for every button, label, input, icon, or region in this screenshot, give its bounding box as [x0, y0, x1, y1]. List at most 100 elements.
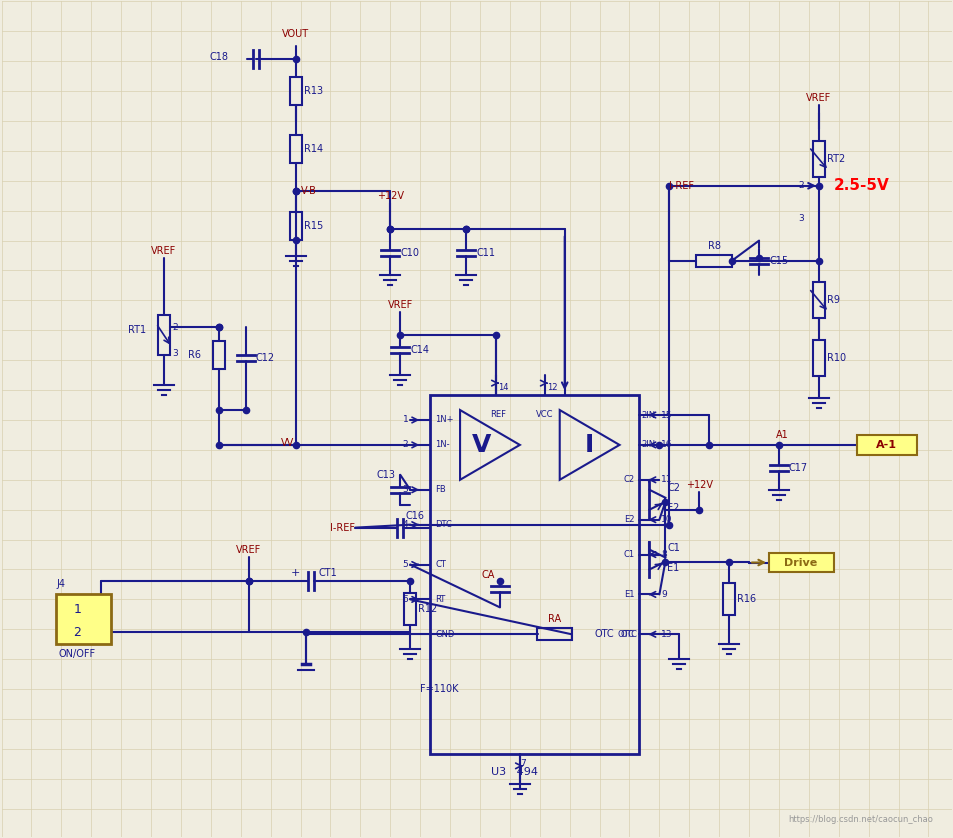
Text: 2.5-5V: 2.5-5V	[833, 178, 888, 194]
Text: RT1: RT1	[128, 325, 146, 335]
Text: 1: 1	[73, 603, 81, 616]
Text: CT1: CT1	[318, 568, 337, 578]
Bar	[722, 583, 735, 615]
Text: 2IN: 2IN	[640, 411, 655, 420]
Bar	[430, 395, 639, 754]
Text: 3: 3	[798, 215, 803, 223]
Text: E1: E1	[623, 590, 634, 599]
Text: E2: E2	[623, 515, 634, 524]
Text: E1: E1	[667, 562, 679, 572]
Text: R16: R16	[737, 594, 756, 604]
Bar	[812, 141, 824, 177]
Bar	[290, 135, 301, 163]
Text: 7: 7	[519, 759, 525, 768]
Text: C17: C17	[788, 463, 807, 473]
Text: C18: C18	[210, 52, 229, 62]
Text: 11: 11	[660, 475, 672, 484]
Text: C2: C2	[667, 483, 679, 493]
Bar	[290, 77, 301, 105]
Text: RT: RT	[435, 595, 445, 604]
Text: R10: R10	[826, 353, 845, 363]
Text: VCC: VCC	[536, 410, 553, 419]
Text: 8: 8	[660, 550, 666, 559]
Text: R14: R14	[303, 144, 322, 154]
Text: 10: 10	[660, 515, 672, 524]
Text: Drive: Drive	[783, 557, 817, 567]
Text: C16: C16	[405, 510, 424, 520]
Text: I-REF: I-REF	[330, 523, 355, 533]
Text: A-1: A-1	[875, 440, 896, 450]
Text: OTC: OTC	[617, 630, 634, 639]
Text: I-REF: I-REF	[669, 181, 694, 191]
Bar	[213, 341, 225, 370]
Text: C12: C12	[255, 353, 274, 363]
Text: C11: C11	[476, 247, 495, 257]
Text: FB: FB	[435, 485, 445, 494]
Text: 3: 3	[172, 349, 177, 358]
Text: R12: R12	[417, 604, 437, 614]
Bar	[158, 315, 170, 355]
Text: OTC: OTC	[619, 630, 637, 639]
Text: R8: R8	[707, 241, 720, 251]
Text: C14: C14	[410, 345, 429, 355]
Text: R6: R6	[188, 350, 201, 360]
Text: 2: 2	[172, 323, 177, 332]
Text: C15: C15	[768, 256, 787, 266]
Text: C1: C1	[622, 550, 634, 559]
Text: VREF: VREF	[236, 545, 261, 555]
Text: 14: 14	[497, 383, 508, 391]
Text: 2: 2	[402, 441, 408, 449]
Text: 9: 9	[660, 590, 666, 599]
Bar	[768, 552, 833, 572]
Text: R15: R15	[303, 220, 322, 230]
Text: OTC: OTC	[595, 629, 614, 639]
Text: 3: 3	[402, 485, 408, 494]
Bar	[812, 340, 824, 376]
Text: VREF: VREF	[387, 300, 413, 310]
Text: V: V	[472, 433, 491, 457]
Bar	[290, 212, 301, 240]
Text: 1N+: 1N+	[435, 416, 454, 425]
Text: +12V: +12V	[685, 480, 712, 489]
Text: C10: C10	[400, 247, 418, 257]
Text: F=110K: F=110K	[419, 684, 458, 694]
Bar	[404, 593, 416, 625]
Bar	[537, 628, 572, 640]
Text: C13: C13	[375, 470, 395, 480]
Text: 13: 13	[660, 630, 672, 639]
Text: 1: 1	[402, 416, 408, 425]
Text: +12V: +12V	[376, 191, 403, 201]
Text: CA: CA	[481, 571, 495, 581]
Text: VREF: VREF	[152, 246, 176, 256]
Text: A1: A1	[776, 430, 788, 440]
Bar	[56, 594, 112, 644]
Text: CT: CT	[435, 560, 446, 569]
Text: C2: C2	[622, 475, 634, 484]
Text: R9: R9	[826, 295, 839, 305]
Text: 15: 15	[660, 411, 672, 420]
Text: VOUT: VOUT	[282, 29, 309, 39]
Text: REF: REF	[490, 410, 505, 419]
Text: RA: RA	[548, 614, 560, 624]
Text: 2: 2	[798, 181, 803, 190]
Text: U3   494: U3 494	[491, 767, 537, 777]
Text: DTC: DTC	[435, 520, 452, 529]
Bar	[696, 255, 731, 266]
Text: 1N-: 1N-	[435, 441, 449, 449]
Text: 12: 12	[546, 383, 557, 391]
Text: 2IN: 2IN	[640, 441, 655, 449]
Text: 6: 6	[402, 595, 408, 604]
Text: ON/OFF: ON/OFF	[58, 649, 95, 660]
Bar	[856, 435, 916, 455]
Text: J4: J4	[56, 579, 66, 589]
Text: E2: E2	[667, 503, 679, 513]
Text: R13: R13	[303, 86, 322, 96]
Text: 2: 2	[73, 626, 81, 639]
Text: I: I	[584, 433, 594, 457]
Text: C1: C1	[667, 542, 679, 552]
Bar	[812, 282, 824, 318]
Text: +: +	[291, 568, 300, 578]
Text: 5: 5	[402, 560, 408, 569]
Text: VV: VV	[280, 438, 294, 448]
Text: 16: 16	[660, 441, 672, 449]
